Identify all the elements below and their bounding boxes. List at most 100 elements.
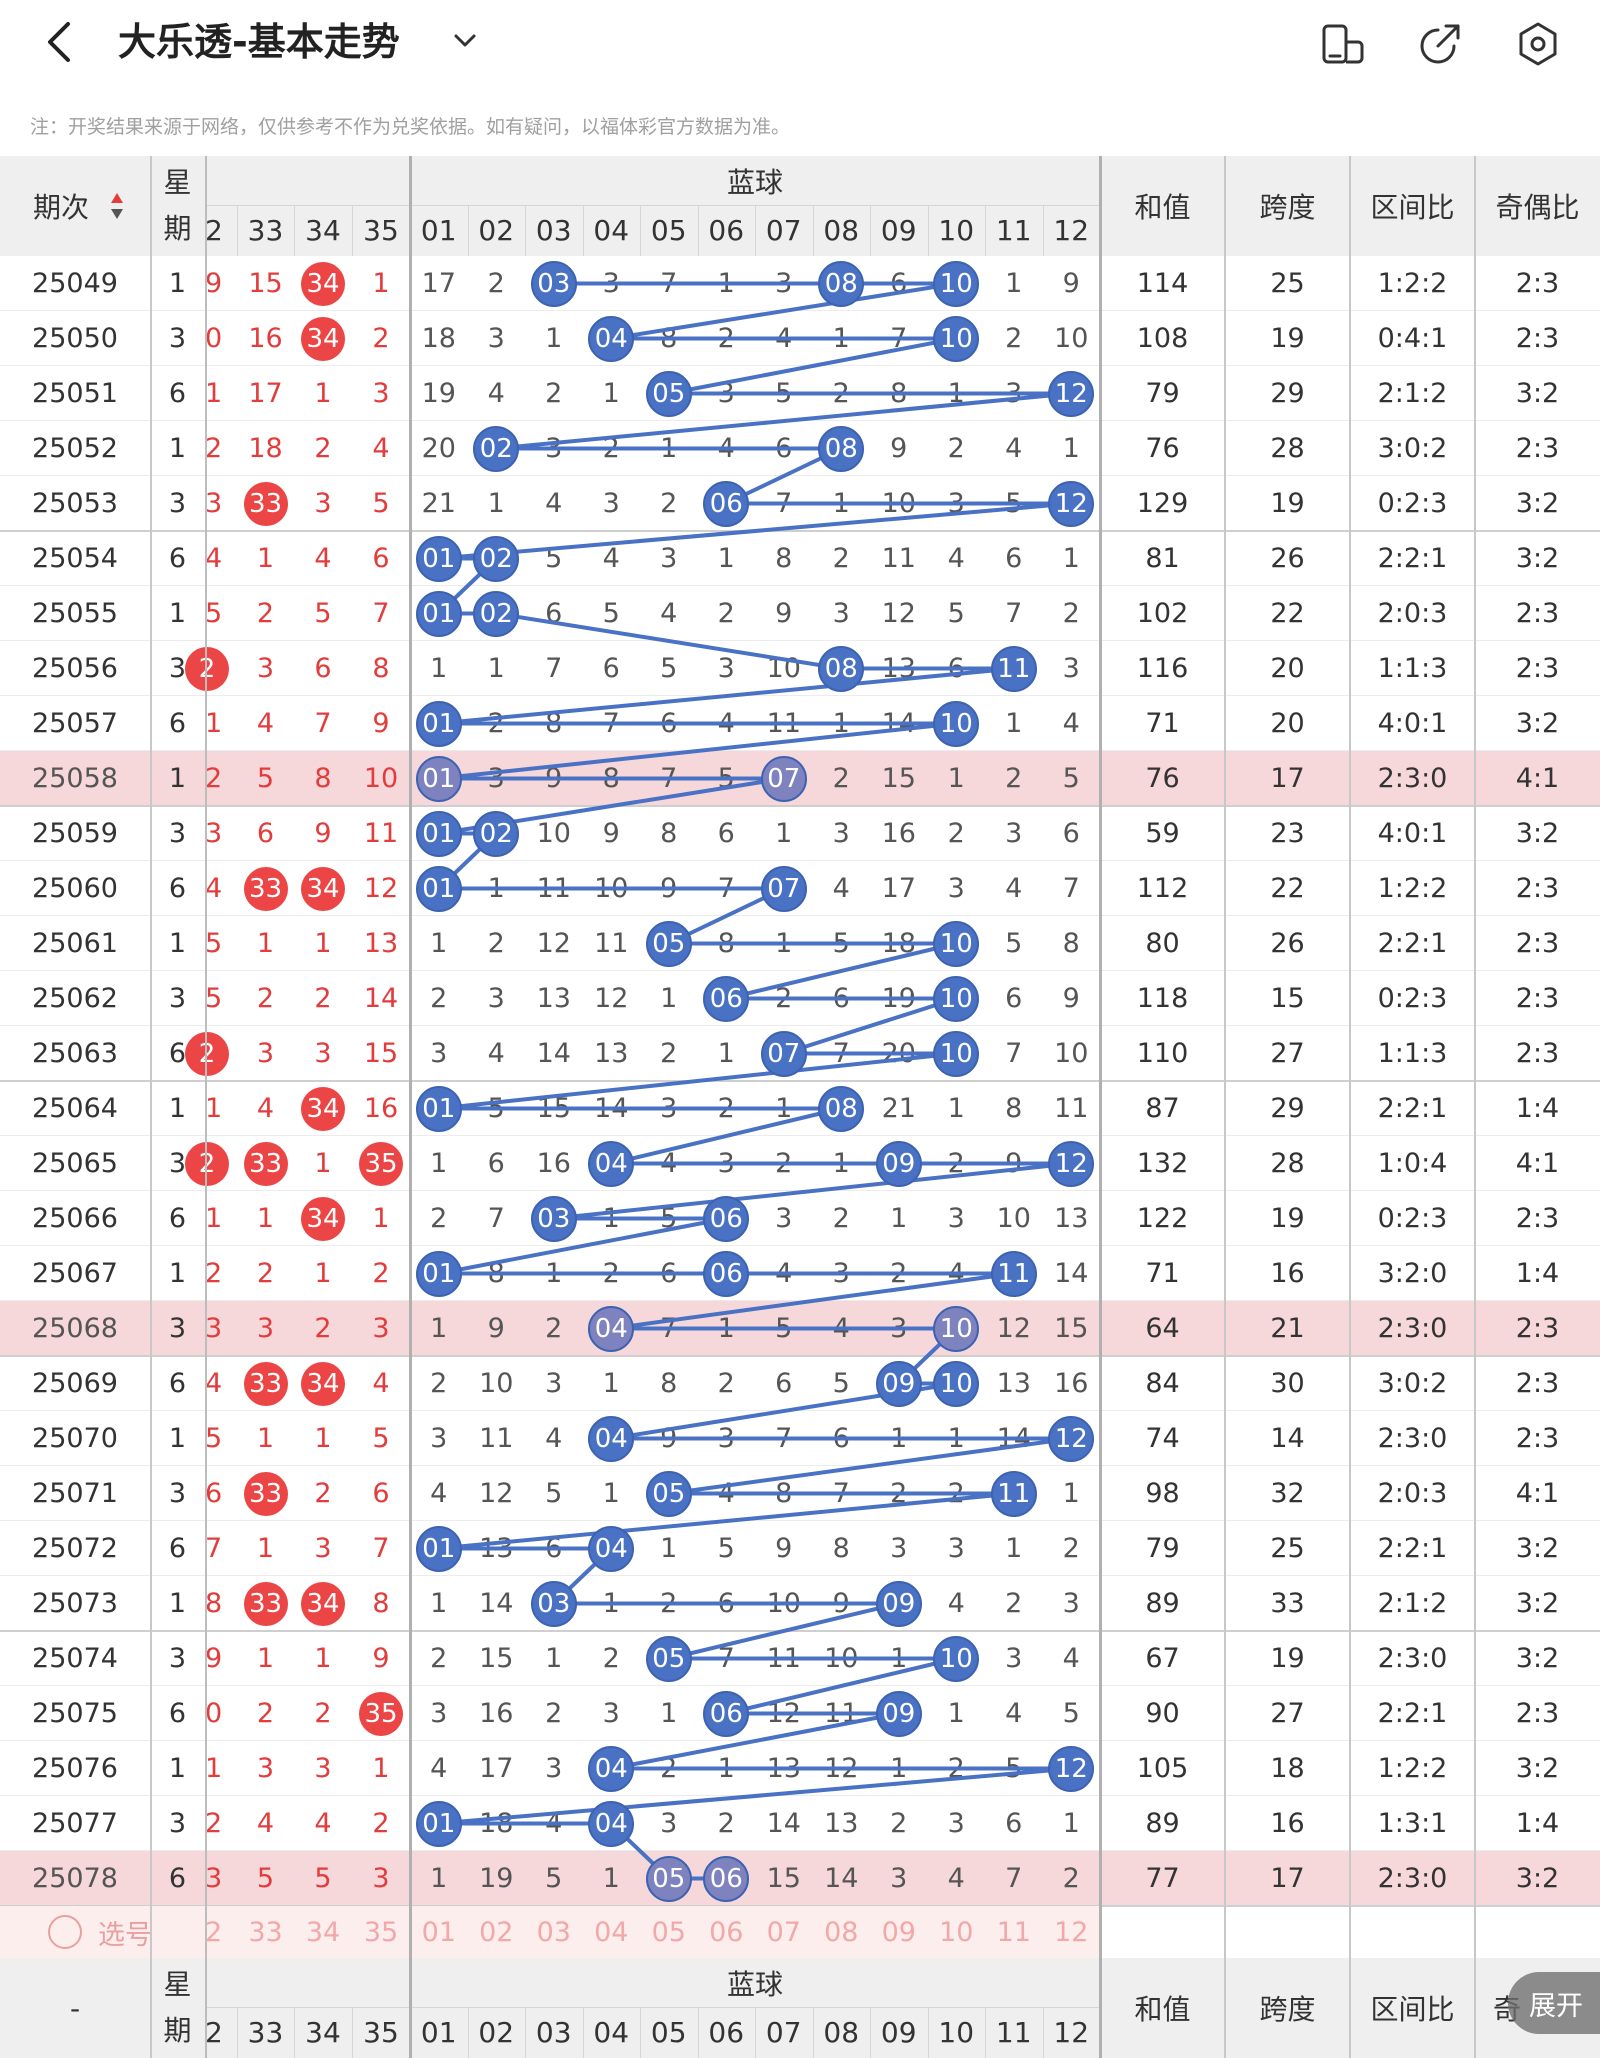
zone-ratio-cell: 2:3:0: [1377, 1863, 1448, 1894]
pick-blue-number[interactable]: 09: [881, 1916, 916, 1948]
rotate-screen-button[interactable]: [1318, 20, 1366, 68]
pick-red-number[interactable]: 35: [363, 1916, 399, 1948]
zone-ratio-cell: 1:0:4: [1377, 1148, 1448, 1179]
pick-blue-number[interactable]: 08: [824, 1916, 859, 1948]
pick-red-number[interactable]: 2: [205, 1916, 223, 1948]
blue-miss-count: 2: [487, 708, 505, 739]
column-divider: [1099, 156, 1102, 2058]
blue-miss-count: 17: [421, 268, 456, 299]
blue-miss-count: 8: [717, 928, 735, 959]
blue-miss-count: 1: [947, 1093, 965, 1124]
red-ball: 33: [243, 1471, 288, 1516]
period-cell: 25078: [32, 1863, 118, 1894]
pick-blue-number[interactable]: 01: [421, 1916, 456, 1948]
blue-miss-count: 3: [947, 1533, 965, 1564]
blue-miss-count: 8: [660, 323, 678, 354]
pick-blue-number[interactable]: 11: [996, 1916, 1031, 1948]
blue-ball: 03: [530, 1195, 577, 1242]
blue-miss-count: 5: [717, 1533, 735, 1564]
pick-red-number[interactable]: 33: [248, 1916, 283, 1948]
blue-miss-count: 2: [717, 1808, 735, 1839]
title-dropdown-button[interactable]: [448, 24, 482, 58]
blue-number-header: 12: [1042, 205, 1100, 256]
period-cell: 25076: [32, 1753, 118, 1784]
red-miss-count: 6: [314, 653, 332, 684]
red-ball: 33: [243, 1581, 288, 1626]
pick-red-number[interactable]: 34: [305, 1916, 341, 1948]
period-cell: 25057: [32, 708, 118, 739]
week-cell: 1: [168, 268, 187, 299]
blue-miss-count: 4: [545, 1808, 563, 1839]
red-miss-count: 5: [256, 1863, 275, 1894]
pick-radio[interactable]: [48, 1915, 82, 1949]
blue-number-header: 03: [525, 205, 583, 256]
blue-miss-count: 2: [832, 1203, 850, 1234]
sum-cell: 59: [1145, 818, 1180, 849]
sum-cell: 89: [1145, 1808, 1180, 1839]
period-cell: 25067: [32, 1258, 118, 1289]
pick-blue-number[interactable]: 10: [939, 1916, 974, 1948]
pick-blue-number[interactable]: 06: [709, 1916, 744, 1948]
blue-miss-count: 4: [545, 1423, 563, 1454]
period-cell: 25071: [32, 1478, 118, 1509]
blue-miss-count: 19: [479, 1863, 514, 1894]
blue-miss-count: 7: [1005, 1038, 1023, 1069]
blue-ball: 01: [415, 1525, 462, 1572]
blue-miss-count: 5: [545, 543, 563, 574]
sum-cell: 118: [1136, 983, 1189, 1014]
period-cell: 25060: [32, 873, 118, 904]
blue-ball: 12: [1048, 1745, 1095, 1792]
red-miss-count: 5: [256, 763, 275, 794]
pick-blue-number[interactable]: 05: [651, 1916, 686, 1948]
blue-ball: 12: [1048, 370, 1095, 417]
pick-blue-number[interactable]: 12: [1054, 1916, 1089, 1948]
header-divider: [525, 205, 526, 256]
blue-ball: 11: [990, 1470, 1037, 1517]
sort-icon[interactable]: [110, 192, 124, 220]
blue-miss-count: 15: [766, 1863, 801, 1894]
red-miss-count: 3: [372, 1863, 390, 1894]
pick-blue-number[interactable]: 03: [536, 1916, 571, 1948]
sum-cell: 79: [1145, 1533, 1180, 1564]
footer-period-header: -: [0, 1958, 150, 2058]
blue-miss-count: 3: [717, 653, 735, 684]
blue-miss-count: 2: [1062, 598, 1080, 629]
span-cell: 25: [1270, 1533, 1305, 1564]
share-button[interactable]: [1416, 20, 1464, 68]
sum-cell: 81: [1145, 543, 1180, 574]
footer-blue-number-header: 05: [640, 2007, 698, 2058]
blue-miss-count: 11: [536, 873, 571, 904]
zone-ratio-cell: 0:2:3: [1377, 983, 1448, 1014]
red-miss-count: 1: [205, 1203, 223, 1234]
zone-ratio-header: 区间比: [1350, 156, 1475, 256]
red-miss-count: 9: [314, 818, 332, 849]
pick-blue-number[interactable]: 07: [766, 1916, 801, 1948]
blue-miss-count: 8: [890, 378, 908, 409]
red-miss-count: 5: [205, 598, 223, 629]
red-miss-count: 1: [372, 268, 390, 299]
blue-miss-count: 5: [660, 653, 678, 684]
period-header[interactable]: 期次: [0, 156, 150, 256]
footer-red-number-header: 34: [294, 2007, 352, 2058]
span-cell: 22: [1270, 873, 1305, 904]
blue-miss-count: 8: [602, 763, 620, 794]
pick-blue-number[interactable]: 04: [594, 1916, 629, 1948]
blue-ball: 12: [1048, 480, 1095, 527]
blue-miss-count: 7: [717, 873, 735, 904]
red-miss-count: 14: [363, 983, 399, 1014]
red-miss-count: 1: [372, 1753, 390, 1784]
blue-miss-count: 9: [775, 1533, 793, 1564]
pick-row-bg: [0, 1906, 1100, 1958]
settings-button[interactable]: [1514, 20, 1562, 68]
blue-number-header: 11: [985, 205, 1043, 256]
span-cell: 26: [1270, 543, 1305, 574]
pick-blue-number[interactable]: 02: [479, 1916, 514, 1948]
expand-button[interactable]: 展开: [1508, 1972, 1600, 2034]
blue-ball: 08: [818, 645, 865, 692]
back-button[interactable]: [40, 18, 80, 66]
pick-label[interactable]: 选号: [98, 1919, 152, 1951]
blue-miss-count: 5: [775, 378, 793, 409]
header-divider: [1042, 2007, 1044, 2058]
blue-miss-count: 16: [479, 1698, 514, 1729]
red-miss-count: 1: [205, 708, 223, 739]
